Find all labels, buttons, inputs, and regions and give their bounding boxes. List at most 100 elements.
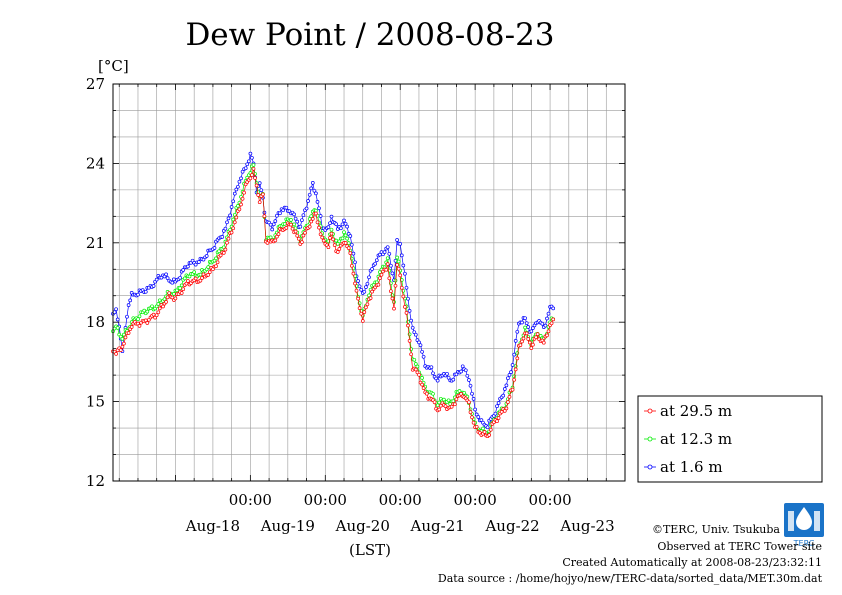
data-point	[479, 418, 484, 422]
data-point	[378, 276, 382, 281]
data-point	[186, 264, 190, 269]
data-point	[502, 387, 507, 391]
data-point	[501, 393, 506, 398]
data-point	[529, 346, 534, 350]
data-point	[420, 382, 424, 387]
data-point	[373, 261, 378, 266]
data-point	[488, 427, 493, 432]
data-point	[161, 304, 165, 309]
data-point	[151, 284, 156, 288]
data-point	[292, 212, 296, 217]
data-point	[326, 225, 331, 229]
series-line	[112, 152, 554, 428]
data-point	[337, 247, 342, 251]
legend-label: at 1.6 m	[660, 458, 723, 476]
data-point	[390, 271, 395, 276]
data-point	[431, 371, 435, 376]
data-point	[515, 356, 520, 361]
legend-swatch-marker	[647, 436, 653, 442]
data-point	[353, 281, 357, 286]
data-point	[432, 400, 437, 405]
data-point	[367, 293, 371, 298]
data-point	[296, 236, 301, 241]
data-point	[309, 214, 314, 219]
x-tick-label-time: 00:00	[229, 491, 272, 509]
data-point	[349, 242, 354, 247]
data-point	[403, 271, 407, 276]
data-point	[446, 398, 451, 403]
data-point	[284, 205, 289, 210]
data-point	[527, 340, 532, 345]
data-point	[310, 181, 315, 185]
data-point	[309, 219, 314, 224]
data-point	[114, 352, 118, 356]
data-point	[231, 226, 236, 231]
data-point	[395, 255, 399, 260]
data-point	[493, 411, 498, 416]
data-point	[179, 283, 184, 288]
data-point	[417, 372, 421, 377]
data-point	[310, 217, 315, 221]
data-point	[151, 312, 156, 317]
data-point	[145, 309, 150, 314]
data-point	[545, 333, 549, 338]
data-point	[421, 386, 426, 390]
data-point	[165, 295, 170, 300]
data-point	[198, 272, 203, 277]
data-point	[257, 181, 262, 185]
data-point	[157, 306, 162, 311]
data-point	[526, 337, 531, 341]
data-point	[396, 266, 401, 271]
data-point	[471, 420, 476, 425]
data-point	[467, 400, 471, 405]
data-point	[535, 332, 540, 336]
data-point	[353, 260, 357, 265]
data-point	[150, 304, 154, 309]
data-point	[354, 288, 359, 293]
data-point	[357, 306, 362, 310]
data-point	[409, 318, 413, 323]
data-point	[398, 242, 403, 246]
data-point	[240, 196, 245, 201]
data-point	[385, 262, 390, 266]
data-point	[223, 226, 228, 231]
data-point	[245, 162, 250, 167]
data-point	[114, 307, 118, 312]
data-point	[318, 214, 323, 218]
data-point	[362, 289, 367, 294]
data-point	[226, 216, 231, 221]
data-point	[292, 222, 296, 227]
data-point	[545, 316, 549, 321]
data-point	[154, 277, 159, 282]
data-point	[345, 236, 349, 241]
data-point	[543, 323, 548, 328]
data-point	[268, 222, 273, 227]
data-point	[300, 240, 304, 244]
data-point	[551, 306, 556, 311]
data-point	[401, 294, 406, 299]
data-point	[206, 273, 211, 277]
axis-ticks	[113, 83, 625, 482]
data-point	[370, 267, 374, 271]
data-point	[270, 227, 275, 232]
data-point	[329, 231, 334, 236]
data-point	[178, 275, 182, 280]
data-point	[232, 220, 237, 225]
data-point	[417, 340, 421, 345]
data-point	[399, 285, 404, 290]
data-point	[293, 229, 298, 234]
data-point	[250, 173, 254, 177]
data-point	[485, 425, 490, 430]
legend-swatch-marker	[647, 408, 653, 414]
data-point	[420, 349, 424, 354]
data-point	[182, 276, 187, 281]
data-point	[342, 230, 346, 235]
data-point	[513, 339, 518, 343]
data-point	[317, 225, 321, 230]
data-point	[382, 250, 387, 254]
data-point	[420, 376, 424, 380]
data-point	[312, 188, 317, 193]
data-point	[524, 331, 529, 336]
data-point	[178, 286, 182, 291]
data-point	[415, 364, 420, 369]
